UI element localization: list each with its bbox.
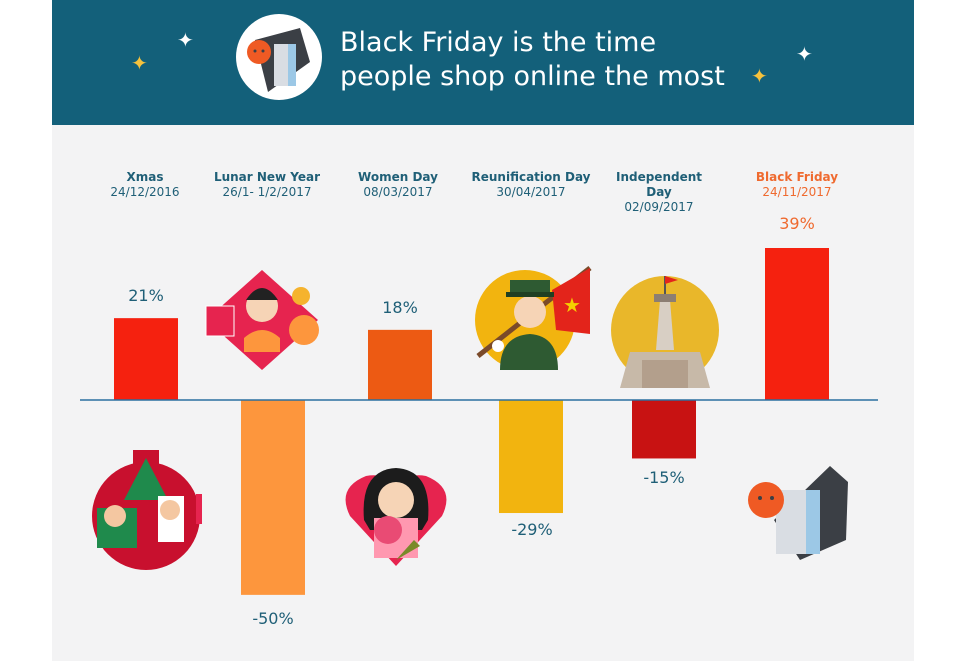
bar-black-friday: [765, 248, 829, 400]
sparkle-icon: ✦: [177, 28, 194, 52]
bar-xmas: [114, 318, 178, 400]
category-name: Women Day: [358, 170, 438, 184]
value-label-black-friday: 39%: [779, 214, 815, 233]
category-date: 24/12/2016: [110, 185, 180, 199]
header-banner: [52, 0, 914, 125]
sparkle-icon: ✦: [796, 42, 813, 66]
bar-women-day: [368, 329, 432, 400]
category-label-independent-day: Independent Day 02/09/2017: [589, 170, 729, 215]
category-name: Lunar New Year: [213, 170, 321, 184]
price-tag-icon: [236, 14, 322, 100]
chart-title-line-1: Black Friday is the time: [340, 27, 657, 58]
category-date: 26/1- 1/2/2017: [222, 185, 312, 199]
sparkle-icon: ✦: [131, 51, 148, 75]
chart-title: Black Friday is the time people shop onl…: [340, 26, 725, 94]
category-date: 30/04/2017: [496, 185, 566, 199]
lunar-new-year-girl-icon: [205, 270, 319, 370]
bar-independent-day: [632, 400, 696, 459]
bar-group: [114, 248, 829, 595]
category-name: Independent: [615, 170, 702, 184]
value-label-reunification-day: -29%: [511, 520, 553, 539]
category-label-lunar-new-year: Lunar New Year 26/1- 1/2/2017: [197, 170, 337, 200]
category-date: 24/11/2017: [762, 185, 832, 199]
category-label-xmas: Xmas 24/12/2016: [75, 170, 215, 200]
value-label-lunar-new-year: -50%: [252, 609, 294, 628]
value-label-xmas: 21%: [128, 286, 164, 305]
category-name: Xmas: [126, 170, 164, 184]
christmas-ornament-icon: [92, 450, 202, 570]
sparkle-icon: ✦: [751, 64, 768, 88]
category-name: Reunification Day: [471, 170, 591, 184]
category-label-women-day: Women Day 08/03/2017: [328, 170, 468, 200]
price-tag-sun-icon: [748, 466, 848, 560]
women-day-girl-icon: [345, 468, 447, 566]
bar-reunification-day: [499, 400, 563, 514]
category-date: 02/09/2017: [624, 200, 694, 214]
category-label-reunification-day: Reunification Day 30/04/2017: [461, 170, 601, 200]
chart-title-line-2: people shop online the most: [340, 61, 725, 92]
flag-tower-icon: [611, 276, 719, 388]
flag-star-icon: ★: [563, 293, 581, 317]
category-name: Black Friday: [755, 170, 839, 184]
soldier-flag-icon: ★: [475, 266, 592, 370]
category-date: 08/03/2017: [363, 185, 433, 199]
value-label-women-day: 18%: [382, 298, 418, 317]
bar-lunar-new-year: [241, 400, 305, 595]
value-label-independent-day: -15%: [643, 468, 685, 487]
category-label-black-friday: Black Friday 24/11/2017: [727, 170, 867, 200]
category-name-line-2: Day: [646, 185, 672, 199]
